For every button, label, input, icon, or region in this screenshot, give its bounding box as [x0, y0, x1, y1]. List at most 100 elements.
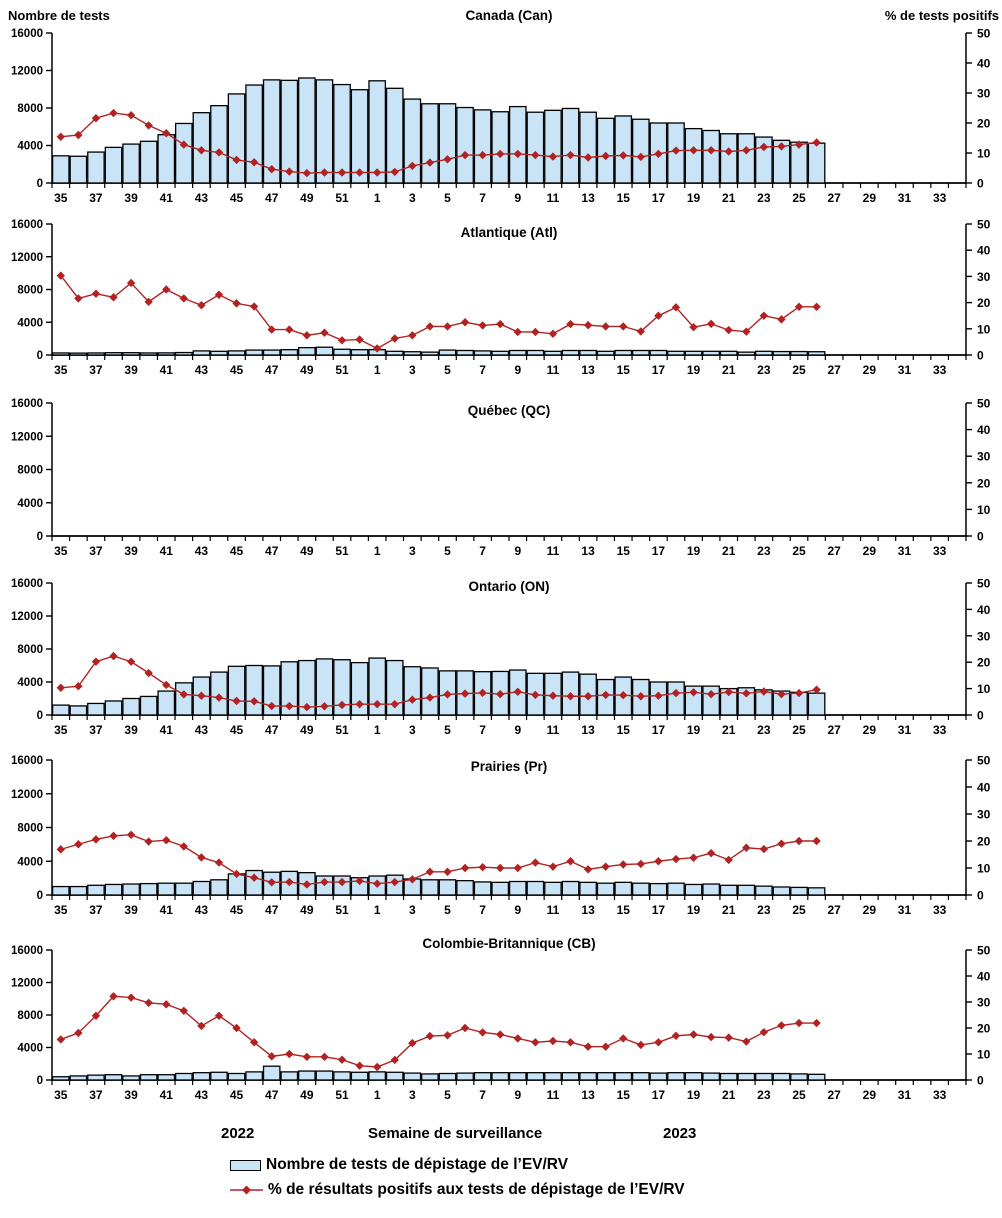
test-count-bar: [245, 664, 263, 716]
svg-text:47: 47: [265, 191, 279, 205]
svg-text:21: 21: [722, 544, 736, 558]
test-count-bar: [245, 84, 263, 184]
svg-text:0: 0: [977, 177, 984, 191]
test-count-bar: [473, 109, 492, 184]
percent-positive-marker: [232, 1023, 241, 1033]
percent-positive-marker: [601, 690, 610, 700]
svg-text:0: 0: [977, 709, 984, 723]
svg-text:10: 10: [977, 503, 991, 517]
percent-positive-marker: [478, 688, 487, 698]
svg-text:16000: 16000: [11, 398, 43, 410]
svg-text:45: 45: [230, 1088, 244, 1102]
svg-text:25: 25: [792, 1088, 806, 1102]
test-count-bar: [227, 93, 246, 184]
percent-positive-marker: [109, 651, 118, 661]
panel-title-prairies: Prairies (Pr): [470, 759, 548, 774]
percent-positive-marker: [812, 138, 821, 147]
percent-positive-marker: [74, 840, 83, 849]
test-count-bar: [385, 350, 404, 356]
svg-text:51: 51: [335, 363, 349, 377]
test-count-bar: [491, 350, 510, 356]
percent-positive-marker: [249, 697, 259, 706]
percent-positive-marker: [337, 1055, 347, 1064]
test-count-bar: [210, 879, 228, 896]
svg-text:49: 49: [300, 363, 314, 377]
percent-positive-marker: [91, 114, 101, 123]
svg-text:43: 43: [195, 903, 209, 917]
svg-text:21: 21: [722, 191, 736, 205]
test-count-bar: [385, 87, 404, 184]
test-count-bar: [614, 349, 633, 356]
percent-positive-marker: [460, 318, 470, 327]
percent-positive-marker: [742, 1037, 751, 1046]
svg-text:41: 41: [160, 191, 174, 205]
percent-positive-marker: [706, 146, 716, 155]
test-count-bar: [702, 350, 720, 356]
percent-positive-marker: [56, 1035, 65, 1044]
test-count-bar: [684, 127, 703, 184]
svg-text:41: 41: [160, 1088, 174, 1102]
percent-positive-marker: [408, 161, 417, 171]
svg-text:45: 45: [230, 363, 244, 377]
percent-positive-marker: [460, 150, 470, 160]
percent-positive-marker: [496, 319, 505, 329]
percent-positive-marker: [267, 878, 276, 887]
svg-text:16000: 16000: [11, 945, 43, 957]
svg-text:50: 50: [977, 754, 991, 768]
svg-text:17: 17: [652, 363, 666, 377]
percent-positive-marker: [759, 687, 769, 696]
percent-positive-marker: [531, 858, 540, 867]
percent-positive-marker: [74, 1028, 83, 1038]
svg-text:4000: 4000: [17, 677, 43, 689]
year-label-2022: 2022: [221, 1125, 255, 1142]
percent-positive-marker: [794, 1018, 804, 1028]
svg-text:15: 15: [617, 191, 631, 205]
svg-text:45: 45: [230, 544, 244, 558]
percent-positive-marker: [425, 158, 435, 167]
svg-text:43: 43: [195, 363, 209, 377]
percent-positive-marker: [742, 146, 751, 155]
percent-positive-marker: [689, 688, 698, 697]
test-count-bar: [508, 105, 527, 184]
percent-positive-marker: [91, 1011, 101, 1020]
svg-text:7: 7: [479, 903, 486, 917]
svg-text:0: 0: [37, 178, 43, 190]
svg-text:45: 45: [230, 723, 244, 737]
svg-text:21: 21: [722, 363, 736, 377]
test-count-bar: [122, 143, 140, 184]
percent-positive-marker: [706, 1032, 716, 1042]
svg-text:25: 25: [792, 363, 806, 377]
svg-text:41: 41: [160, 363, 174, 377]
percent-positive-marker: [478, 1028, 487, 1037]
percent-positive-line: [60, 275, 817, 350]
percent-positive-marker: [390, 699, 399, 709]
percent-positive-marker: [601, 1042, 610, 1051]
svg-text:30: 30: [977, 450, 991, 464]
svg-text:12000: 12000: [11, 431, 43, 443]
svg-text:31: 31: [898, 544, 912, 558]
percent-positive-marker: [583, 865, 593, 874]
test-count-bar: [403, 98, 422, 184]
test-count-bar: [719, 884, 738, 896]
svg-text:23: 23: [757, 903, 771, 917]
percent-positive-marker: [619, 860, 628, 869]
percent-positive-marker: [302, 331, 312, 340]
test-count-bar: [87, 352, 105, 356]
svg-text:23: 23: [757, 544, 771, 558]
percent-positive-marker: [601, 862, 610, 871]
svg-text:7: 7: [479, 1088, 486, 1102]
svg-text:7: 7: [479, 191, 486, 205]
test-count-bar: [491, 881, 510, 896]
svg-text:17: 17: [652, 903, 666, 917]
panel-Canada (Can): 04000800012000160000102030405035 37 39 41 43…: [11, 27, 991, 206]
svg-text:9: 9: [514, 544, 521, 558]
percent-positive-marker: [566, 150, 575, 160]
percent-positive-marker: [126, 657, 136, 666]
test-count-bar: [368, 657, 387, 716]
test-count-bar: [104, 352, 123, 356]
svg-text:30: 30: [977, 629, 991, 643]
percent-positive-marker: [654, 857, 663, 866]
svg-text:43: 43: [195, 191, 209, 205]
test-count-bar: [280, 79, 299, 184]
test-count-bar: [350, 661, 369, 716]
